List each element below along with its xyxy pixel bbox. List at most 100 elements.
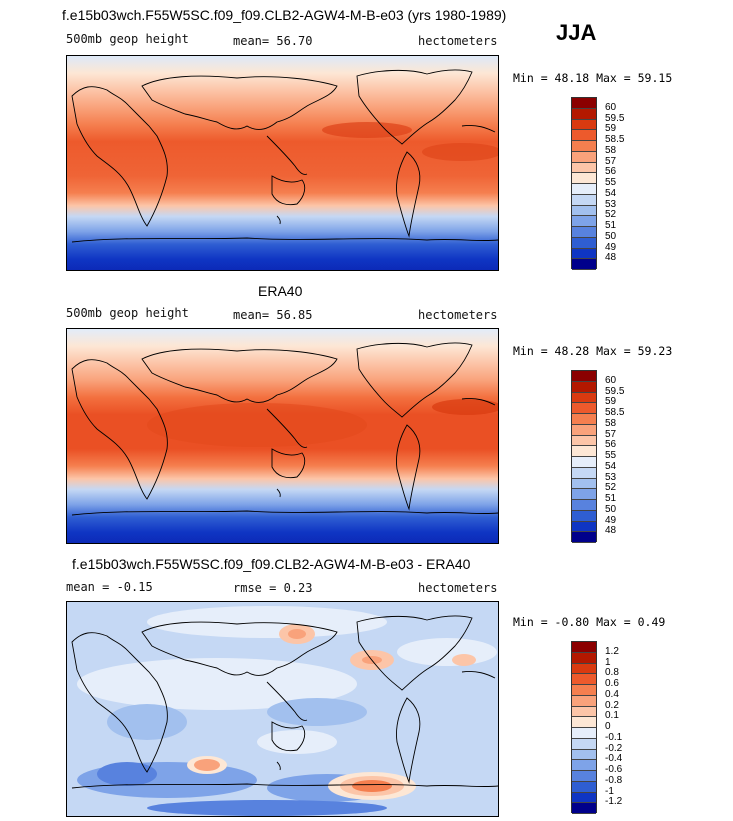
panel1-colorbar-swatch — [572, 248, 596, 260]
panel2-colorbar-tick-label: 51 — [605, 493, 617, 504]
panel2-colorbar-tick-label: 58 — [605, 417, 617, 429]
panel2-colorbar-tick-label: 57 — [605, 428, 617, 440]
panel1-colorbar-tick-label: 60 — [605, 101, 617, 113]
panel2-colorbar-swatch — [572, 478, 596, 490]
panel2-colorbar-swatch — [572, 500, 596, 511]
panel3-colorbar-swatch — [572, 695, 596, 707]
panel1-colorbar-swatch — [572, 119, 596, 131]
panel2-colorbar-tick-label: 58.5 — [605, 407, 625, 418]
panel3-colorbar-tick-label: -0.6 — [605, 764, 623, 775]
panel3-rmse: rmse = 0.23 — [233, 581, 313, 595]
panel3-colorbar-swatch — [572, 685, 596, 696]
panel2-colorbar-tick-label: 60 — [605, 374, 617, 386]
panel3-colorbar-tick-label: -0.2 — [605, 742, 623, 754]
panel3-colorbar-tick-label: -0.1 — [605, 731, 623, 743]
panel2-colorbar-tick-label: 48 — [605, 525, 617, 537]
panel3-colorbar-swatch — [572, 674, 596, 685]
panel1-mean: mean= 56.70 — [233, 34, 313, 48]
panel1-colorbar-swatch — [572, 108, 596, 120]
panel2-map-svg — [67, 329, 498, 543]
panel2-colorbar-tick-label: 49 — [605, 514, 617, 526]
panel2-colorbar-swatch — [572, 457, 596, 468]
panel3-colorbar-swatch — [572, 706, 596, 718]
panel3-colorbar-tick-label: -1 — [605, 785, 614, 797]
panel2-colorbar-tick-label: 56 — [605, 439, 617, 451]
panel1-colorbar-swatch — [572, 162, 596, 174]
panel2-colorbar-tick-label: 55 — [605, 450, 617, 461]
panel1-colorbar-tick-label: 53 — [605, 198, 617, 210]
panel1-minmax: Min = 48.18 Max = 59.15 — [513, 71, 673, 85]
panel2-colorbar-swatch — [572, 489, 596, 500]
panel1-colorbar-swatch — [572, 98, 596, 109]
panel1-colorbar-box — [571, 97, 597, 270]
panel3-colorbar-swatch — [572, 717, 596, 728]
panel1-colorbar-tick-label: 57 — [605, 155, 617, 167]
panel2-colorbar-swatch — [572, 510, 596, 522]
panel1-colorbar-tick-label: 56 — [605, 166, 617, 178]
panel2-minmax: Min = 48.28 Max = 59.23 — [513, 344, 673, 358]
panel1-colorbar-swatch — [572, 237, 596, 249]
panel3-colorbar-swatch — [572, 749, 596, 761]
panel1-colorbar-swatch — [572, 227, 596, 238]
panel1-map — [66, 55, 499, 271]
panel2-mean: mean= 56.85 — [233, 308, 313, 322]
panel2-colorbar-swatch — [572, 532, 596, 543]
panel1-colorbar-tick-label: 58.5 — [605, 134, 625, 145]
panel3-colorbar-tick-label: 0.4 — [605, 688, 619, 700]
panel2-field-label: 500mb geop height — [66, 306, 189, 320]
panel3-colorbar-swatch — [572, 803, 596, 814]
panel2-colorbar-swatch — [572, 424, 596, 436]
panel1-colorbar-tick-label: 52 — [605, 209, 617, 221]
panel3-colorbar-swatch — [572, 792, 596, 804]
panel1-colorbar-swatch — [572, 173, 596, 184]
panel3-colorbar-tick-label: -0.4 — [605, 753, 623, 765]
panel2-colorbar-swatch — [572, 521, 596, 533]
panel2-colorbar-tick-label: 52 — [605, 482, 617, 494]
panel3-colorbar-tick-label: 1.2 — [605, 645, 619, 657]
panel2-colorbar-swatch — [572, 403, 596, 414]
panel2-colorbar-box — [571, 370, 597, 543]
panel2-colorbar-tick-label: 59 — [605, 396, 617, 408]
panel1-colorbar-tick-label: 58 — [605, 144, 617, 156]
panel2-colorbar-tick-label: 50 — [605, 503, 617, 515]
panel3-colorbar-tick-label: -0.8 — [605, 774, 623, 786]
panel1-colorbar-swatch — [572, 194, 596, 206]
panel1-map-svg — [67, 56, 498, 270]
panel1-colorbar: 60 59.5 59 58.5 58 57 56 55 54 53 52 51 50 49 48 — [571, 97, 691, 270]
season-label: JJA — [556, 20, 597, 45]
panel3-colorbar-swatch — [572, 642, 596, 653]
panel3-colorbar-tick-label: 0.2 — [605, 699, 619, 711]
panel3-colorbar-swatch — [572, 781, 596, 793]
panel3-colorbar-tick-label: 0.8 — [605, 667, 619, 679]
panel3-colorbar-swatch — [572, 760, 596, 771]
panel2-map — [66, 328, 499, 544]
panel1-colorbar-tick-label: 51 — [605, 220, 617, 231]
panel1-colorbar-tick-label: 49 — [605, 241, 617, 253]
panel1-colorbar-tick-label: 55 — [605, 177, 617, 188]
panel1-colorbar-tick-label: 59 — [605, 123, 617, 135]
panel2-colorbar: 60 59.5 59 58.5 58 57 56 55 54 53 52 51 50 49 48 — [571, 370, 691, 543]
panel2-colorbar-tick-label: 54 — [605, 460, 617, 472]
panel3-colorbar-box — [571, 641, 597, 814]
panel2-colorbar-swatch — [572, 371, 596, 382]
panel1-colorbar-swatch — [572, 259, 596, 270]
panel2-title: ERA40 — [258, 283, 303, 299]
panel1-title: f.e15b03wch.F55W5SC.f09_f09.CLB2-AGW4-M-… — [62, 7, 507, 23]
panel3-colorbar-tick-label: -1.2 — [605, 796, 623, 808]
panel1-colorbar-swatch — [572, 216, 596, 227]
panel1-colorbar-tick-label: 48 — [605, 252, 617, 264]
panel3-colorbar-swatch — [572, 652, 596, 664]
panel2-colorbar-swatch — [572, 414, 596, 425]
panel2-colorbar-swatch — [572, 381, 596, 393]
panel2-colorbar-swatch — [572, 467, 596, 479]
panel3-minmax: Min = -0.80 Max = 0.49 — [513, 615, 666, 629]
panel1-colorbar-swatch — [572, 151, 596, 163]
panel3-colorbar-tick-label: 0.1 — [605, 710, 619, 722]
panel3-mean: mean = -0.15 — [66, 580, 153, 594]
panel1-colorbar-swatch — [572, 184, 596, 195]
panel3-map-svg — [67, 602, 498, 816]
panel1-colorbar-swatch — [572, 205, 596, 217]
panel2-colorbar-swatch — [572, 392, 596, 404]
panel1-units: hectometers — [418, 34, 498, 48]
panel3-colorbar-tick-label: 0 — [605, 721, 611, 732]
